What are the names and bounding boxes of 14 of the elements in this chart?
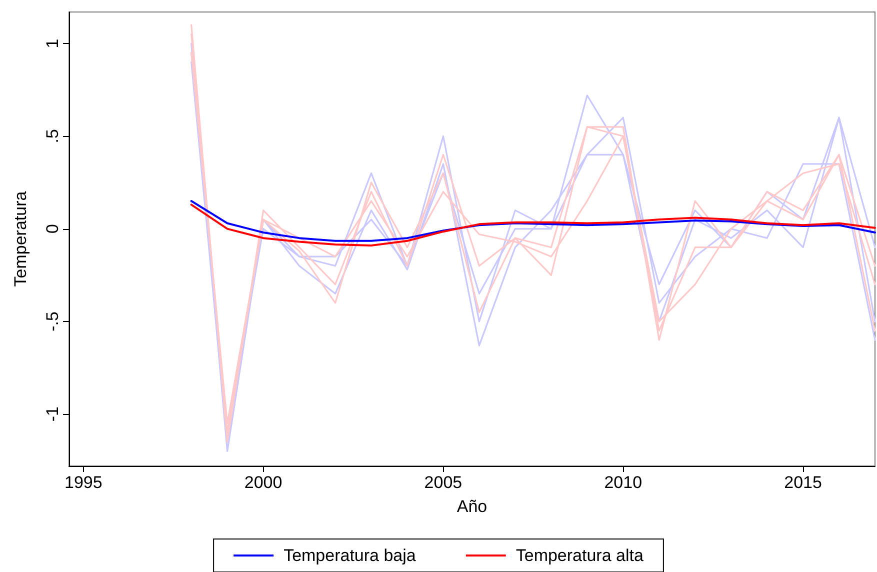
x-tick-label: 1995	[64, 473, 102, 492]
x-tick-label: 2005	[424, 473, 462, 492]
y-tick-label: -.5	[43, 312, 62, 332]
x-tick-label: 2010	[604, 473, 642, 492]
legend-label: Temperatura alta	[516, 546, 644, 565]
y-axis-title: Temperatura	[11, 190, 30, 287]
y-tick-label: .5	[43, 129, 62, 144]
legend-label: Temperatura baja	[284, 546, 416, 565]
x-axis-title: Año	[456, 497, 488, 516]
x-tick-label: 2015	[784, 473, 822, 492]
x-tick-label: 2000	[244, 473, 282, 492]
y-tick-label: -1	[43, 406, 62, 422]
y-tick-label: 1	[43, 38, 62, 48]
y-tick-label: 0	[43, 224, 62, 234]
